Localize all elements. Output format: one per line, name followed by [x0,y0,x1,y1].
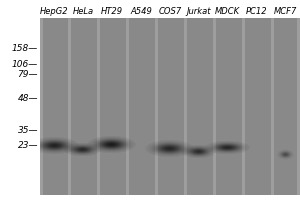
Text: 48—: 48— [17,94,38,103]
Text: 158—: 158— [12,44,38,53]
Text: 35—: 35— [17,126,38,135]
Text: Jurkat: Jurkat [187,7,211,16]
Text: 79—: 79— [17,70,38,79]
Text: HepG2: HepG2 [40,7,69,16]
Text: PC12: PC12 [246,7,268,16]
Text: 23—: 23— [17,141,38,150]
Text: MDCK: MDCK [215,7,240,16]
Text: HT29: HT29 [101,7,123,16]
Text: A549: A549 [130,7,152,16]
Text: MCF7: MCF7 [274,7,297,16]
Text: HeLa: HeLa [73,7,94,16]
Text: COS7: COS7 [158,7,182,16]
Text: 106—: 106— [12,60,38,69]
